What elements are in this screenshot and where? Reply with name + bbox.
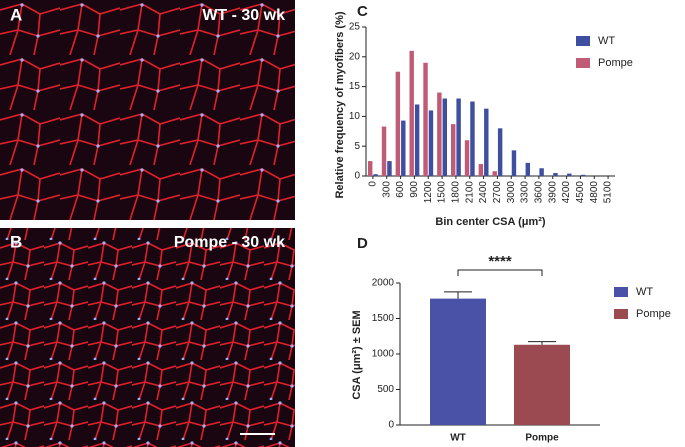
panel-label: C xyxy=(357,3,368,20)
bar xyxy=(409,50,414,177)
legend-swatch xyxy=(614,309,628,319)
y-axis-label: CSA (μm²) ± SEM xyxy=(351,310,363,399)
y-tick-label: 500 xyxy=(377,384,394,395)
x-tick-label: 900 xyxy=(409,181,420,198)
micrograph-b xyxy=(0,228,295,447)
x-tick-label: 600 xyxy=(395,181,406,198)
legend-label: WT xyxy=(598,35,615,47)
legend-swatch xyxy=(576,36,590,46)
x-tick-label: 1800 xyxy=(451,181,462,204)
bar xyxy=(401,120,406,176)
bar xyxy=(367,161,373,176)
x-tick-label: 3600 xyxy=(534,181,545,204)
bar xyxy=(580,174,586,176)
bar xyxy=(514,344,570,425)
significance-label: **** xyxy=(488,253,512,270)
legend-label: Pompe xyxy=(636,308,671,320)
y-tick-label: 5 xyxy=(354,141,360,152)
x-tick-label: 1500 xyxy=(437,181,448,204)
bar xyxy=(553,173,558,176)
bar xyxy=(373,174,378,176)
bar xyxy=(437,92,442,176)
image-caption: Pompe - 30 wk xyxy=(174,234,285,251)
bar xyxy=(484,108,489,176)
y-tick-label: 20 xyxy=(349,51,361,62)
bar xyxy=(492,171,497,176)
x-tick-label: 0 xyxy=(368,181,379,187)
bar xyxy=(478,164,484,176)
bar xyxy=(511,150,517,176)
y-tick-label: 0 xyxy=(354,171,360,182)
panel-label: B xyxy=(10,232,22,251)
panel-label: D xyxy=(357,235,368,252)
x-tick-label: Pompe xyxy=(525,433,559,444)
bar xyxy=(464,140,470,176)
x-tick-label: 1200 xyxy=(423,181,434,204)
x-tick-label: 3000 xyxy=(506,181,517,204)
significance-bracket xyxy=(457,269,543,276)
x-tick-label: 3900 xyxy=(547,181,558,204)
bar xyxy=(442,98,448,176)
bar xyxy=(525,162,531,176)
y-tick-label: 10 xyxy=(349,111,361,122)
y-tick-label: 1500 xyxy=(372,313,395,324)
bar xyxy=(430,298,486,425)
legend-swatch xyxy=(576,58,590,68)
bar xyxy=(423,62,428,177)
y-axis-label: Relative frequency of myofibers (%) xyxy=(334,11,346,198)
bar xyxy=(539,168,544,176)
bar xyxy=(387,161,392,176)
y-tick-label: 1000 xyxy=(372,349,395,360)
x-tick-label: 4800 xyxy=(589,181,600,204)
bar xyxy=(470,101,475,176)
x-tick-label: 3300 xyxy=(520,181,531,204)
x-tick-label: 2400 xyxy=(478,181,489,204)
bar xyxy=(381,126,387,176)
legend-swatch xyxy=(614,287,628,297)
x-tick-label: 4500 xyxy=(575,181,586,204)
bar xyxy=(567,173,572,176)
bar xyxy=(456,98,461,176)
x-tick-label: 4200 xyxy=(561,181,572,204)
y-tick-label: 15 xyxy=(349,81,361,92)
bar xyxy=(428,110,434,176)
y-tick-label: 0 xyxy=(388,420,394,431)
legend-label: WT xyxy=(636,286,653,298)
image-caption: WT - 30 wk xyxy=(202,7,285,24)
bar xyxy=(414,104,420,176)
bar xyxy=(450,124,456,176)
x-tick-label: 2700 xyxy=(492,181,503,204)
panel-label: A xyxy=(10,5,22,24)
y-tick-label: 2000 xyxy=(372,278,395,289)
x-tick-label: 2100 xyxy=(464,181,475,204)
micrograph-a xyxy=(0,0,295,220)
bar xyxy=(497,128,503,176)
legend-label: Pompe xyxy=(598,57,633,69)
x-tick-label: WT xyxy=(450,433,466,444)
x-axis-label: Bin center CSA (μm²) xyxy=(435,216,546,228)
x-tick-label: 5100 xyxy=(603,181,614,204)
x-tick-label: 300 xyxy=(381,181,392,198)
bar xyxy=(395,71,401,176)
y-tick-label: 25 xyxy=(349,22,361,33)
